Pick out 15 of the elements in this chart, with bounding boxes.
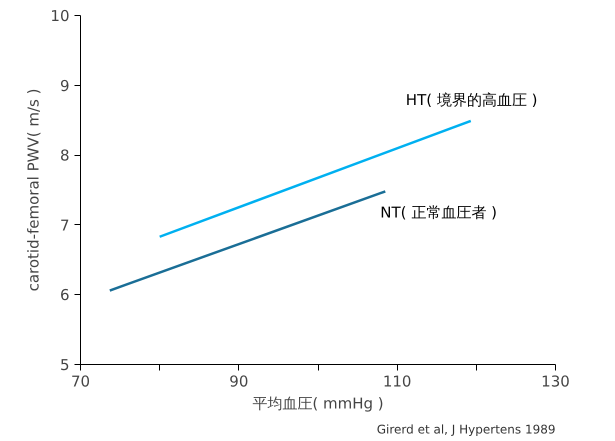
series-label: HT( 境界的高血圧 ) [406, 90, 538, 109]
x-tick-label: 130 [541, 372, 570, 390]
y-tick-label: 8 [60, 146, 70, 165]
text: Girerd et al, J Hypertens 1989 [376, 422, 556, 436]
x-axis-title: 平均血圧( mmHg ) [252, 394, 384, 412]
y-axis-title: carotid-femoral PWV( m/s ) [24, 88, 42, 292]
y-tick-label: 6 [60, 286, 70, 304]
x-tick-label: 110 [382, 372, 412, 390]
x-tick-label: 90 [229, 372, 248, 390]
y-tick-label: 10 [50, 7, 70, 25]
y-tick-label: 9 [60, 76, 70, 95]
series-label: NT( 正常血圧者 ) [380, 203, 497, 222]
y-tick-label: 5 [60, 356, 70, 374]
y-tick-label: 7 [60, 216, 70, 234]
x-tick-label: 70 [70, 372, 90, 390]
